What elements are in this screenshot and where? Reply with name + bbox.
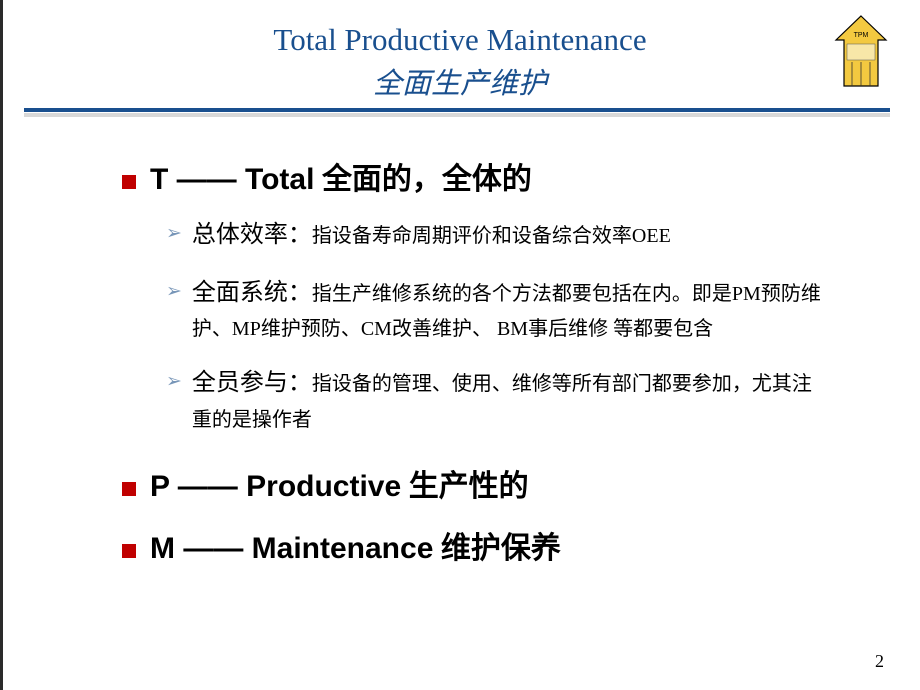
square-bullet-icon [122, 175, 136, 189]
sub-bullet: ➢ 全员参与：指设备的管理、使用、维修等所有部门都要参加，尤其注重的是操作者 [166, 364, 822, 437]
sub-list-t: ➢ 总体效率：指设备寿命周期评价和设备综合效率OEE ➢ 全面系统：指生产维修系… [166, 216, 822, 437]
sub-bullet-text: 全面系统：指生产维修系统的各个方法都要包括在内。即是PM预防维护、MP维护预防、… [192, 274, 822, 347]
title-chinese: 全面生产维护 [0, 60, 920, 102]
sub-bullet: ➢ 全面系统：指生产维修系统的各个方法都要包括在内。即是PM预防维护、MP维护预… [166, 274, 822, 347]
page-number: 2 [875, 651, 884, 672]
main-bullet-m: M —— Maintenance 维护保养 [122, 523, 822, 567]
sub-bullet-text: 总体效率：指设备寿命周期评价和设备综合效率OEE [192, 216, 671, 256]
header-divider [24, 108, 890, 112]
main-bullet-text: T —— Total 全面的，全体的 [150, 154, 532, 198]
square-bullet-icon [122, 544, 136, 558]
main-bullet-t: T —— Total 全面的，全体的 [122, 154, 822, 198]
side-decoration [0, 0, 3, 690]
sub-lead: 全面系统： [192, 280, 312, 306]
slide-content: T —— Total 全面的，全体的 ➢ 总体效率：指设备寿命周期评价和设备综合… [0, 112, 920, 605]
chevron-right-icon: ➢ [166, 366, 182, 397]
main-bullet-p: P —— Productive 生产性的 [122, 461, 822, 505]
main-bullet-text: M —— Maintenance 维护保养 [150, 523, 561, 567]
sub-bullet-text: 全员参与：指设备的管理、使用、维修等所有部门都要参加，尤其注重的是操作者 [192, 364, 822, 437]
main-bullet-text: P —— Productive 生产性的 [150, 461, 529, 505]
tpm-logo-icon: TPM [830, 14, 892, 92]
slide-header: Total Productive Maintenance 全面生产维护 TPM [0, 0, 920, 102]
label-en: T —— Total [150, 163, 314, 196]
label-zh: 生产性的 [401, 470, 529, 503]
title-english: Total Productive Maintenance [0, 22, 920, 58]
svg-text:TPM: TPM [854, 32, 869, 39]
square-bullet-icon [122, 482, 136, 496]
chevron-right-icon: ➢ [166, 218, 182, 249]
sub-lead: 全员参与： [192, 370, 312, 396]
sub-bullet: ➢ 总体效率：指设备寿命周期评价和设备综合效率OEE [166, 216, 822, 256]
chevron-right-icon: ➢ [166, 276, 182, 307]
sub-detail: 指设备寿命周期评价和设备综合效率OEE [312, 225, 671, 247]
sub-lead: 总体效率： [192, 222, 312, 248]
label-zh: 全面的，全体的 [314, 163, 532, 196]
label-en: P —— Productive [150, 470, 401, 503]
label-zh: 维护保养 [433, 532, 561, 565]
label-en: M —— Maintenance [150, 532, 433, 565]
